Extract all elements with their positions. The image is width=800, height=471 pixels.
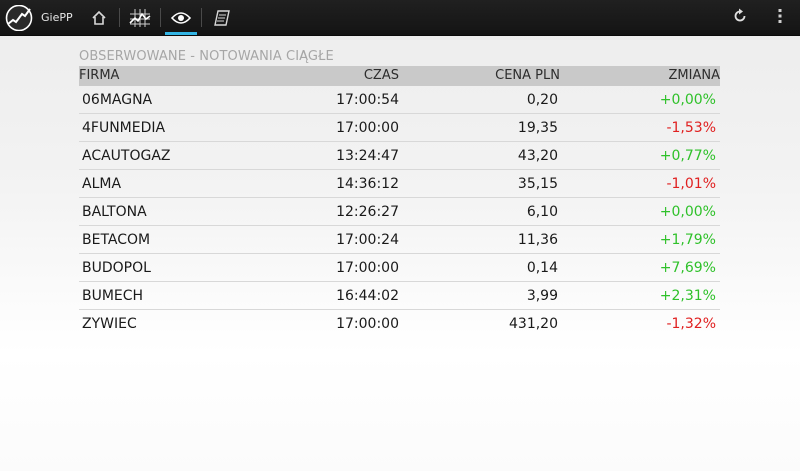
app-title: GiePP	[41, 11, 73, 24]
cell-firma: BETACOM	[82, 232, 151, 248]
cell-czas: 17:00:00	[336, 316, 399, 332]
cell-zmiana: +2,31%	[659, 288, 716, 304]
cell-firma: BUMECH	[82, 288, 144, 304]
notes-icon	[213, 9, 231, 27]
cell-firma: 4FUNMEDIA	[82, 120, 166, 136]
cell-czas: 14:36:12	[336, 176, 399, 192]
tab-chart[interactable]	[121, 0, 159, 35]
action-bar: GiePP	[0, 0, 800, 36]
table-row[interactable]: ACAUTOGAZ 13:24:47 43,20 +0,77%	[79, 142, 720, 170]
cell-cena: 35,15	[517, 176, 558, 192]
table-header: FIRMA CZAS CENA PLN ZMIANA	[79, 66, 720, 86]
cell-firma: 06MAGNA	[82, 92, 153, 108]
cell-zmiana: +1,79%	[659, 232, 716, 248]
table-row[interactable]: 06MAGNA 17:00:54 0,20 +0,00%	[79, 86, 720, 114]
nav-divider	[160, 8, 161, 27]
cell-cena: 3,99	[526, 288, 558, 304]
cell-czas: 12:26:27	[336, 204, 399, 220]
cell-czas: 17:00:54	[336, 92, 399, 108]
refresh-icon	[732, 8, 748, 28]
table-row[interactable]: ALMA 14:36:12 35,15 -1,01%	[79, 170, 720, 198]
cell-firma: BALTONA	[82, 204, 147, 220]
home-icon	[91, 10, 107, 26]
cell-firma: ACAUTOGAZ	[82, 148, 171, 164]
nav-divider	[119, 8, 120, 27]
overflow-menu-button[interactable]	[765, 0, 795, 35]
cell-czas: 13:24:47	[336, 148, 399, 164]
table-row[interactable]: BALTONA 12:26:27 6,10 +0,00%	[79, 198, 720, 226]
cell-firma: ZYWIEC	[82, 316, 137, 332]
cell-zmiana: -1,32%	[666, 316, 716, 332]
cell-zmiana: +0,77%	[659, 148, 716, 164]
column-header-czas[interactable]: CZAS	[363, 68, 399, 83]
cell-cena: 431,20	[509, 316, 558, 332]
table-row[interactable]: ZYWIEC 17:00:00 431,20 -1,32%	[79, 310, 720, 337]
tab-watchlist[interactable]	[162, 0, 200, 35]
cell-zmiana: -1,01%	[666, 176, 716, 192]
cell-czas: 17:00:00	[336, 260, 399, 276]
tab-notes[interactable]	[203, 0, 241, 35]
cell-czas: 17:00:00	[336, 120, 399, 136]
section-title: OBSERWOWANE - NOTOWANIA CIĄGŁE	[79, 49, 334, 64]
cell-cena: 0,20	[526, 92, 558, 108]
eye-icon	[171, 11, 191, 25]
cell-czas: 16:44:02	[336, 288, 399, 304]
refresh-button[interactable]	[725, 0, 755, 35]
chart-icon	[129, 8, 151, 28]
cell-cena: 11,36	[517, 232, 558, 248]
cell-czas: 17:00:24	[336, 232, 399, 248]
cell-cena: 6,10	[526, 204, 558, 220]
cell-zmiana: -1,53%	[666, 120, 716, 136]
cell-cena: 19,35	[517, 120, 558, 136]
table-row[interactable]: 4FUNMEDIA 17:00:00 19,35 -1,53%	[79, 114, 720, 142]
nav-divider	[201, 8, 202, 27]
cell-zmiana: +0,00%	[659, 92, 716, 108]
column-header-cena[interactable]: CENA PLN	[495, 68, 560, 83]
cell-cena: 0,14	[526, 260, 558, 276]
cell-zmiana: +7,69%	[659, 260, 716, 276]
table-row[interactable]: BETACOM 17:00:24 11,36 +1,79%	[79, 226, 720, 254]
cell-firma: ALMA	[82, 176, 122, 192]
cell-firma: BUDOPOL	[82, 260, 151, 276]
column-header-firma[interactable]: FIRMA	[79, 68, 120, 83]
overflow-menu-icon	[777, 8, 783, 28]
tab-home[interactable]	[80, 0, 118, 35]
cell-zmiana: +0,00%	[659, 204, 716, 220]
app-logo-icon[interactable]	[5, 4, 33, 32]
table-row[interactable]: BUDOPOL 17:00:00 0,14 +7,69%	[79, 254, 720, 282]
cell-cena: 43,20	[517, 148, 558, 164]
table-row[interactable]: BUMECH 16:44:02 3,99 +2,31%	[79, 282, 720, 310]
quotes-table: FIRMA CZAS CENA PLN ZMIANA 06MAGNA 17:00…	[79, 66, 720, 337]
column-header-zmiana[interactable]: ZMIANA	[668, 68, 720, 83]
